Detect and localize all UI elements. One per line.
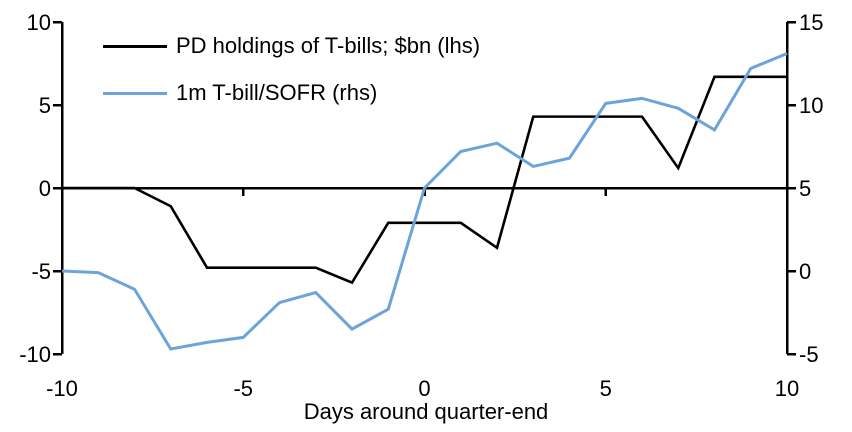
x-axis-tick-label: 5	[600, 376, 612, 401]
legend-entry-pd-holdings: PD holdings of T-bills; $bn (lhs)	[103, 33, 481, 58]
right-axis-tick-label: 15	[799, 10, 823, 35]
series-sofr-line	[61, 52, 788, 351]
legend-line-sample-blue	[103, 91, 167, 95]
x-axis-tick-label: -10	[46, 376, 78, 401]
right-axis-tick-label: 5	[799, 176, 811, 201]
right-axis	[785, 20, 796, 356]
left-axis-tick-label: 10	[27, 10, 51, 35]
x-axis-tick-label: -5	[233, 376, 253, 401]
x-axis-tick-label: 10	[775, 376, 799, 401]
x-axis-tick-label: 0	[418, 376, 430, 401]
left-axis-tick-label: 5	[39, 93, 51, 118]
legend-entry-sofr: 1m T-bill/SOFR (rhs)	[103, 80, 378, 105]
right-axis-tick-label: 10	[799, 93, 823, 118]
legend-label-pd-holdings: PD holdings of T-bills; $bn (lhs)	[176, 33, 481, 58]
legend-label-sofr: 1m T-bill/SOFR (rhs)	[176, 80, 378, 105]
series-pd-holdings-line	[62, 75, 787, 285]
right-axis-tick-label: 0	[799, 259, 811, 284]
right-axis-tick-label: -5	[799, 342, 819, 367]
left-axis	[53, 20, 64, 356]
left-axis-tick-label: -5	[31, 259, 51, 284]
x-axis-title: Days around quarter-end	[303, 399, 549, 424]
left-axis-tick-label: 0	[39, 176, 51, 201]
left-axis-tick-label: -10	[19, 342, 51, 367]
legend-line-sample-black	[103, 44, 167, 48]
